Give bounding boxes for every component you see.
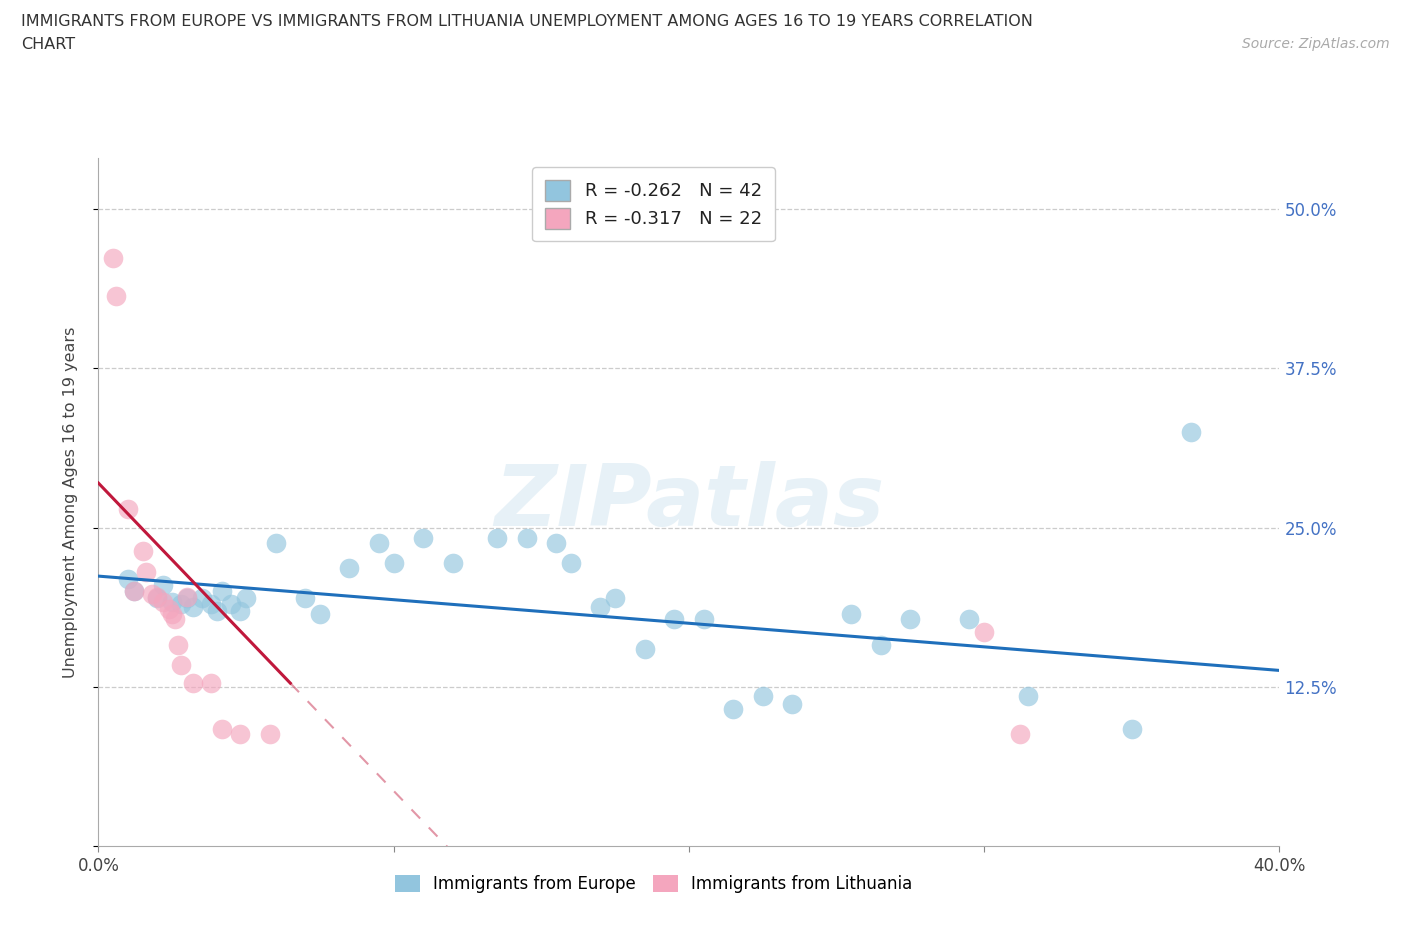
Point: [191, 591, 214, 605]
Point: [200, 676, 222, 691]
Point: [170, 597, 193, 612]
Point: [200, 597, 222, 612]
Point: [1180, 425, 1202, 440]
Point: [441, 556, 464, 571]
Point: [165, 612, 187, 627]
Point: [152, 578, 174, 592]
Point: [117, 501, 139, 516]
Point: [486, 530, 509, 545]
Point: [146, 591, 169, 605]
Point: [973, 625, 995, 640]
Point: [122, 584, 145, 599]
Point: [1008, 726, 1031, 741]
Point: [294, 591, 316, 605]
Point: [176, 589, 198, 604]
Point: [103, 250, 125, 265]
Point: [146, 589, 169, 604]
Point: [152, 594, 174, 609]
Point: [117, 571, 139, 586]
Point: [181, 599, 204, 614]
Point: [205, 603, 228, 618]
Point: [589, 599, 612, 614]
Point: [259, 726, 281, 741]
Y-axis label: Unemployment Among Ages 16 to 19 years: Unemployment Among Ages 16 to 19 years: [63, 326, 77, 678]
Point: [412, 530, 434, 545]
Point: [1017, 688, 1039, 703]
Point: [368, 536, 391, 551]
Point: [219, 597, 242, 612]
Point: [1121, 722, 1143, 737]
Point: [122, 584, 145, 599]
Point: [560, 556, 582, 571]
Point: [229, 726, 252, 741]
Point: [211, 722, 233, 737]
Legend: Immigrants from Europe, Immigrants from Lithuania: Immigrants from Europe, Immigrants from …: [388, 869, 920, 900]
Point: [135, 565, 157, 579]
Point: [141, 587, 163, 602]
Point: [176, 591, 198, 605]
Point: [162, 607, 183, 622]
Point: [664, 612, 686, 627]
Point: [869, 637, 891, 652]
Point: [751, 688, 773, 703]
Point: [157, 602, 180, 617]
Text: ZIPatlas: ZIPatlas: [494, 460, 884, 544]
Point: [546, 536, 568, 551]
Text: CHART: CHART: [21, 37, 75, 52]
Point: [959, 612, 981, 627]
Point: [235, 591, 257, 605]
Point: [181, 676, 204, 691]
Point: [264, 536, 287, 551]
Point: [339, 561, 360, 576]
Point: [900, 612, 922, 627]
Point: [167, 637, 190, 652]
Point: [841, 607, 863, 622]
Point: [782, 697, 804, 711]
Point: [211, 584, 233, 599]
Point: [162, 594, 183, 609]
Text: Source: ZipAtlas.com: Source: ZipAtlas.com: [1241, 37, 1389, 51]
Point: [229, 603, 252, 618]
Text: IMMIGRANTS FROM EUROPE VS IMMIGRANTS FROM LITHUANIA UNEMPLOYMENT AMONG AGES 16 T: IMMIGRANTS FROM EUROPE VS IMMIGRANTS FRO…: [21, 14, 1033, 29]
Point: [309, 607, 332, 622]
Point: [132, 543, 155, 558]
Point: [693, 612, 716, 627]
Point: [605, 591, 627, 605]
Point: [105, 288, 128, 303]
Point: [382, 556, 405, 571]
Point: [170, 658, 193, 672]
Point: [633, 642, 655, 657]
Point: [515, 530, 537, 545]
Point: [723, 701, 745, 716]
